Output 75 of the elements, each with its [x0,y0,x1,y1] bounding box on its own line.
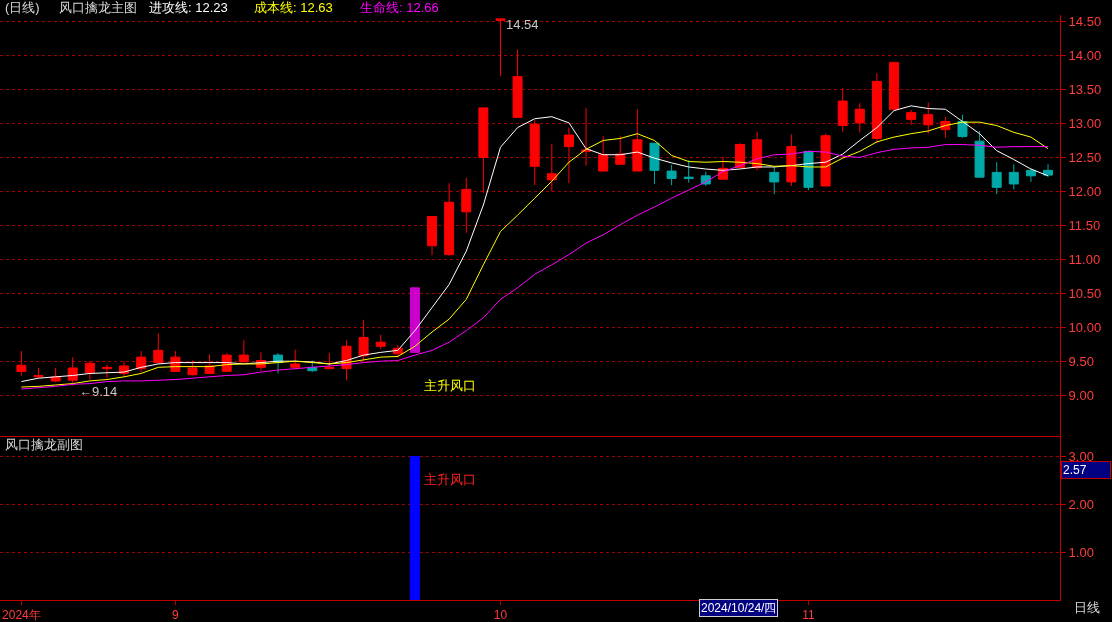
chart-title: (日线) [5,0,40,15]
x-tick-label: 9 [172,608,180,622]
candlestick [427,216,438,256]
x-tick-label: 10 [493,608,508,622]
candlestick [358,319,369,362]
y-tick-label: 13.00 [1068,116,1102,132]
y-tick-label: 2.00 [1068,496,1094,512]
y-tick-label: 12.50 [1068,150,1102,166]
candlestick [546,143,557,192]
candlestick [375,334,386,350]
candlestick [649,142,660,185]
candlestick [187,360,198,376]
y-tick-label: 9.50 [1068,353,1094,369]
y-tick-label: 14.50 [1068,14,1102,30]
candlestick [324,352,335,370]
x-tick-label: 11 [802,608,816,622]
candlestick [598,135,609,172]
candlestick [478,107,489,194]
x-tick-label: 2024年 [2,608,41,622]
y-tick-label: 10.50 [1068,285,1102,301]
y-tick-label: 12.00 [1068,183,1102,199]
candlestick [33,367,44,379]
candlestick [461,177,472,234]
candlestick [529,119,540,186]
annotation: ←9.14 [79,384,118,399]
candlestick [204,353,215,374]
x-axis-title: 日线 [1074,600,1100,615]
annotation: 主升风口 [424,472,476,487]
candlestick [1008,163,1019,190]
candlestick [906,109,917,126]
text: 成本线: 12.63 [254,0,333,15]
y-tick-label: 11.00 [1068,251,1101,267]
text: 生命线: 12.66 [360,0,439,15]
candlestick [615,135,626,165]
annotation: 14.54 [506,17,539,32]
candlestick [563,127,574,184]
candlestick [101,364,112,379]
candlestick [512,48,523,118]
chart-subtitle: 风口擒龙主图 [59,0,137,15]
candlestick [683,159,694,184]
y-tick-label: 10.00 [1068,319,1102,335]
y-tick-label: 3.00 [1068,448,1094,464]
y-tick-label: 11.50 [1068,217,1101,233]
candlestick [769,166,780,195]
candlestick [16,350,27,376]
candlestick [871,72,882,144]
candlestick [444,182,455,257]
candlestick [632,108,643,172]
chart-title: 风口擒龙副图 [5,437,83,452]
candlestick [153,332,164,365]
candlestick [1025,167,1036,183]
candlestick [889,61,900,110]
candlestick [974,130,985,178]
candlestick [238,339,249,363]
y-tick-label: 9.00 [1068,387,1094,403]
candlestick [581,107,592,167]
candlestick [136,350,147,373]
annotation: 主升风口 [424,378,476,393]
candlestick [854,102,865,133]
text: 2.57 [1063,463,1087,477]
y-tick-label: 13.50 [1068,82,1102,98]
candlestick [837,87,848,133]
candlestick [666,164,677,186]
candlestick [1043,163,1054,178]
candlestick [495,18,506,77]
candlestick [409,287,420,353]
text: 2024/10/24/四 [701,601,777,615]
y-tick-label: 1.00 [1068,544,1094,560]
candlestick [923,101,934,135]
candlestick [84,360,95,381]
y-tick-label: 14.00 [1068,48,1102,64]
candlestick [290,349,301,370]
candlestick [991,161,1002,195]
text: 进攻线: 12.23 [149,0,228,15]
candlestick [786,133,797,187]
